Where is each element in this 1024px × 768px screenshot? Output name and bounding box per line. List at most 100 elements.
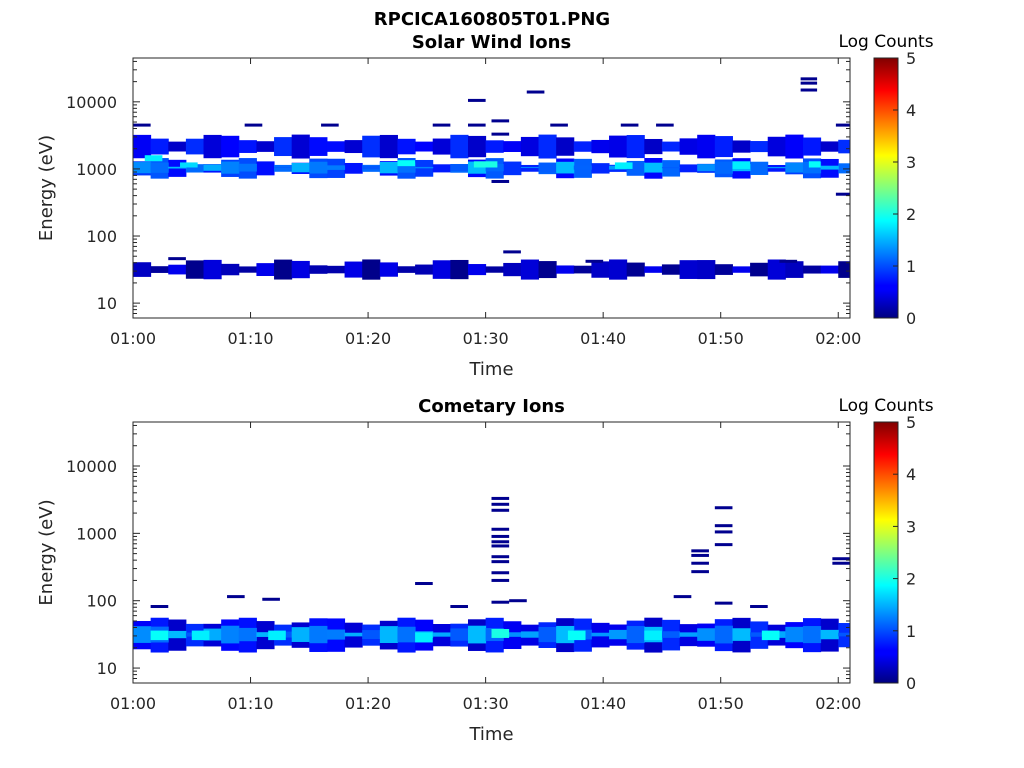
spectrogram-cell (150, 630, 169, 641)
spectrogram-cells (133, 496, 851, 653)
spectrogram-cell (133, 162, 152, 174)
spectrogram-cell (503, 141, 522, 152)
spectrogram-cell (609, 135, 628, 158)
spectrogram-cell (838, 163, 851, 174)
spectrogram-cell (397, 138, 416, 155)
spectrogram-cell (432, 164, 451, 173)
spectrogram-cell (291, 260, 310, 279)
spectrogram-cell (732, 628, 751, 641)
spectrogram-cell (591, 163, 610, 174)
spectrogram-cell (661, 264, 681, 275)
spectrogram-cell (432, 123, 451, 127)
spectrogram-cell (227, 595, 245, 599)
spectrogram-cell (291, 627, 310, 642)
spectrogram-cell (800, 81, 818, 85)
spectrogram-cell (626, 262, 645, 277)
y-tick-label: 10000 (66, 457, 117, 476)
spectrogram-cell (767, 136, 786, 157)
spectrogram-cells (133, 77, 851, 280)
spectrogram-cell (573, 265, 592, 274)
x-tick-label: 01:00 (110, 694, 156, 713)
y-tick-label: 10000 (66, 93, 117, 112)
spectrogram-cell (750, 632, 769, 637)
spectrogram-cell (133, 134, 152, 159)
spectrogram-cell (150, 138, 169, 155)
spectrogram-cell (262, 597, 280, 601)
spectrogram-cell (268, 630, 286, 641)
spectrogram-cell (168, 166, 187, 169)
y-tick-label: 100 (86, 592, 117, 611)
spectrogram-cell (415, 582, 433, 586)
spectrogram-cell (661, 167, 681, 169)
spectrogram-cell (467, 98, 486, 102)
spectrogram-cell (714, 161, 733, 174)
axes-frame (132, 57, 851, 319)
colorbar-tick-label: 3 (906, 153, 916, 172)
figure-title: RPCICA160805T01.PNG (374, 9, 610, 30)
spectrogram-cell (432, 138, 451, 155)
spectrogram-cell (802, 137, 822, 156)
spectrogram-cell (491, 496, 510, 500)
spectrogram-cell (309, 161, 328, 174)
spectrogram-cell (679, 260, 698, 279)
spectrogram-cell (800, 88, 818, 92)
spectrogram-cell (274, 259, 293, 280)
spectrogram-cell (626, 626, 645, 644)
spectrogram-cell (609, 259, 628, 280)
spectrogram-cell (750, 262, 769, 277)
spectrogram-cell (761, 630, 780, 641)
spectrogram-cell (714, 264, 733, 275)
spectrogram-cell (256, 263, 275, 277)
spectrogram-cell (732, 161, 751, 169)
spectrogram-cell (538, 162, 557, 173)
spectrogram-cell (274, 137, 293, 157)
x-tick-label: 01:10 (227, 329, 273, 348)
spectrogram-cell (397, 626, 416, 643)
spectrogram-cell (835, 192, 850, 196)
spectrogram-cell (450, 164, 469, 171)
spectrogram-cell (732, 266, 751, 273)
spectrogram-cell (309, 137, 328, 156)
y-tick-label: 10 (97, 294, 117, 313)
spectrogram-cell (503, 632, 522, 637)
spectrogram-cell (679, 164, 698, 173)
colorbar-tick-label: 1 (906, 622, 916, 641)
spectrogram-cell (679, 138, 698, 155)
spectrogram-cell (491, 527, 510, 531)
spectrogram-cell (691, 549, 709, 553)
spectrogram-cell (133, 262, 152, 277)
spectrogram-cell (450, 134, 469, 159)
spectrogram-cell (750, 605, 768, 609)
spectrogram-cell (697, 628, 716, 641)
spectrogram-cell (397, 162, 416, 173)
spectrogram-cell (309, 625, 328, 644)
spectrogram-cell (133, 626, 152, 643)
spectrogram-cell (256, 161, 275, 176)
spectrogram-cell (661, 160, 681, 177)
spectrogram-cell (180, 162, 198, 168)
x-tick-label: 01:40 (580, 694, 626, 713)
spectrogram-cell (485, 163, 504, 172)
spectrogram-cell (168, 141, 187, 152)
spectrogram-cell (415, 264, 434, 275)
spectrogram-cell (714, 530, 733, 534)
spectrogram-cell (573, 165, 592, 170)
spectrogram-cell (491, 502, 510, 506)
colorbar (874, 422, 898, 683)
spectrogram-cell (491, 600, 510, 604)
spectrogram-cell (467, 625, 487, 644)
spectrogram-cell (491, 555, 510, 559)
spectrogram-cell (626, 161, 645, 174)
spectrogram-cell (379, 626, 398, 644)
spectrogram-cell (168, 264, 187, 275)
spectrogram-cell (185, 260, 205, 279)
spectrogram-cell (397, 160, 416, 167)
spectrogram-cell (802, 626, 822, 644)
y-axis-label: Energy (eV) (36, 135, 57, 241)
spectrogram-cell (221, 161, 240, 174)
spectrogram-cell (415, 141, 434, 152)
colorbar-frame (873, 421, 899, 684)
spectrogram-cell (150, 162, 169, 173)
spectrogram-cell (779, 259, 798, 263)
